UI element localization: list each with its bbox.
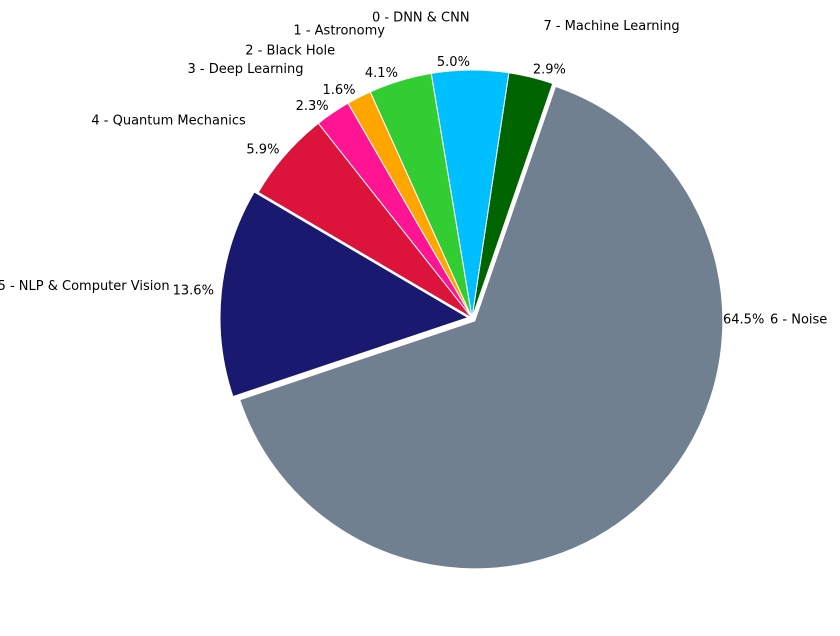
slice-label-1-astronomy: 1 - Astronomy xyxy=(293,23,385,38)
slice-label-0-dnn-cnn: 0 - DNN & CNN xyxy=(372,10,470,25)
pie-slice-5-nlp-computer-vision xyxy=(219,191,470,398)
pie-slice-4-quantum-mechanics xyxy=(257,122,473,319)
slice-label-4-quantum-mechanics: 4 - Quantum Mechanics xyxy=(91,113,246,128)
slice-percent-4-quantum-mechanics: 5.9% xyxy=(246,143,279,158)
slice-percent-0-dnn-cnn: 5.0% xyxy=(437,55,470,70)
slice-percent-5-nlp-computer-vision: 13.6% xyxy=(173,284,214,299)
slice-percent-3-deep-learning: 2.3% xyxy=(296,99,329,114)
slice-label-6-noise: 6 - Noise xyxy=(770,313,827,328)
slice-label-5-nlp-computer-vision: 5 - NLP & Computer Vision xyxy=(0,279,170,294)
slice-label-3-deep-learning: 3 - Deep Learning xyxy=(187,62,303,77)
pie-slices xyxy=(219,69,724,570)
slice-percent-1-astronomy: 4.1% xyxy=(365,66,398,81)
slice-labels: 2.9% 7 - Machine Learning 5.0% 0 - DNN & CN… xyxy=(0,10,827,327)
slice-label-7-machine-learning: 7 - Machine Learning xyxy=(543,19,679,34)
slice-label-2-black-hole: 2 - Black Hole xyxy=(245,43,335,58)
pie-slice-6-noise xyxy=(239,85,724,570)
slice-percent-7-machine-learning: 2.9% xyxy=(533,62,566,77)
slice-percent-2-black-hole: 1.6% xyxy=(323,83,356,98)
slice-percent-6-noise: 64.5% xyxy=(723,313,764,328)
